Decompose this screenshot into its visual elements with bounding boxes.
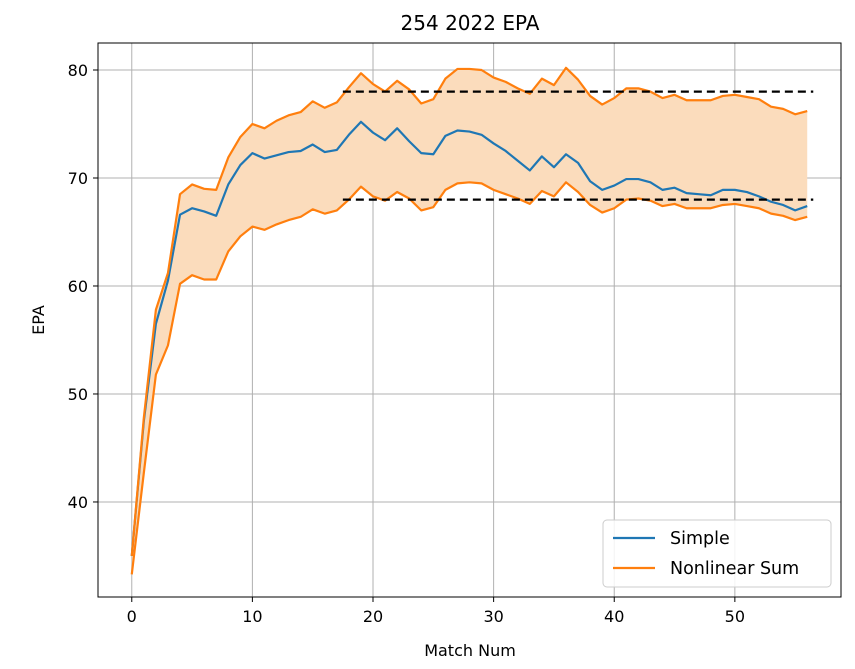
- x-tick-label: 50: [725, 607, 745, 626]
- x-tick-label: 0: [127, 607, 137, 626]
- y-axis: 40 50 60 70 80: [68, 61, 98, 512]
- reference-lines: [342, 90, 814, 201]
- series-line-nonlinear-lower: [130, 181, 808, 575]
- legend-label-nonlinear-sum: Nonlinear Sum: [670, 559, 799, 579]
- x-tick-label: 40: [604, 607, 624, 626]
- series-lines: [130, 66, 808, 575]
- x-axis: 0 10 20 30 40 50: [127, 597, 745, 626]
- chart-title: 254 2022 EPA: [401, 11, 540, 35]
- legend: Simple Nonlinear Sum: [602, 519, 832, 588]
- x-tick-label: 10: [242, 607, 262, 626]
- y-tick-label: 50: [68, 385, 88, 404]
- legend-box: [602, 519, 832, 588]
- legend-label-simple: Simple: [670, 529, 730, 549]
- y-tick-label: 70: [68, 169, 88, 188]
- y-axis-label: EPA: [29, 305, 48, 335]
- series-line-simple: [130, 120, 808, 557]
- x-axis-label: Match Num: [424, 641, 516, 660]
- series-line-nonlinear-upper: [130, 66, 808, 557]
- x-tick-label: 30: [483, 607, 503, 626]
- y-tick-label: 80: [68, 61, 88, 80]
- nonlinear-band: [131, 67, 808, 575]
- plot-frame: [97, 42, 842, 598]
- y-tick-label: 60: [68, 277, 88, 296]
- nonlinear-band-fill: [131, 67, 808, 575]
- x-tick-label: 20: [363, 607, 383, 626]
- y-tick-label: 40: [68, 493, 88, 512]
